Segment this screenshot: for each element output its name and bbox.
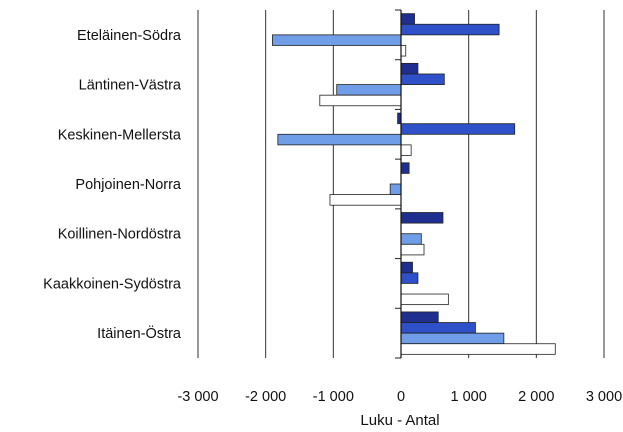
x-tick-label: -2 000 — [245, 389, 286, 405]
bar — [319, 94, 402, 107]
bar — [400, 45, 407, 57]
x-tick-label: -1 000 — [313, 389, 354, 405]
x-tick-label: 2 000 — [518, 389, 554, 405]
axes — [395, 9, 402, 359]
tick-labels: -3 000 -2 000 -1 000 0 1 000 2 000 3 000 — [177, 389, 622, 405]
bar — [400, 272, 419, 284]
x-tick-label: 1 000 — [451, 389, 487, 405]
bar — [400, 293, 449, 306]
bar — [400, 62, 419, 75]
bar — [400, 233, 422, 245]
category-label: Kaakkoinen-Sydöstra — [43, 276, 182, 292]
bar — [400, 343, 556, 355]
bar — [277, 133, 402, 146]
x-tick-label: 0 — [397, 389, 405, 405]
category-label: Keskinen-Mellersta — [58, 127, 182, 143]
bar — [400, 243, 425, 256]
bar — [400, 23, 500, 36]
x-axis-title: Luku - Antal — [360, 412, 439, 429]
bar — [400, 13, 415, 25]
bar — [329, 194, 402, 206]
bar — [400, 144, 412, 156]
bar — [389, 183, 402, 196]
bar — [400, 162, 410, 174]
bars — [272, 13, 556, 355]
category-labels: Eteläinen-Södra Läntinen-Västra Keskinen-M… — [43, 28, 182, 342]
bar — [400, 123, 516, 135]
category-label: Koillinen-Nordöstra — [58, 227, 182, 243]
gridlines — [197, 10, 605, 358]
category-label: Itäinen-Östra — [97, 324, 182, 342]
bar — [272, 34, 402, 46]
bar — [400, 261, 413, 274]
category-label: Eteläinen-Södra — [77, 28, 182, 44]
bar — [400, 311, 439, 323]
bar — [400, 73, 445, 85]
bar — [400, 322, 476, 334]
category-label: Läntinen-Västra — [79, 78, 182, 94]
x-tick-label: -3 000 — [177, 389, 218, 405]
bar — [336, 84, 402, 96]
x-tick-label: 3 000 — [586, 389, 622, 405]
bar — [400, 212, 444, 224]
category-label: Pohjoinen-Norra — [75, 177, 182, 193]
bar — [400, 332, 505, 345]
